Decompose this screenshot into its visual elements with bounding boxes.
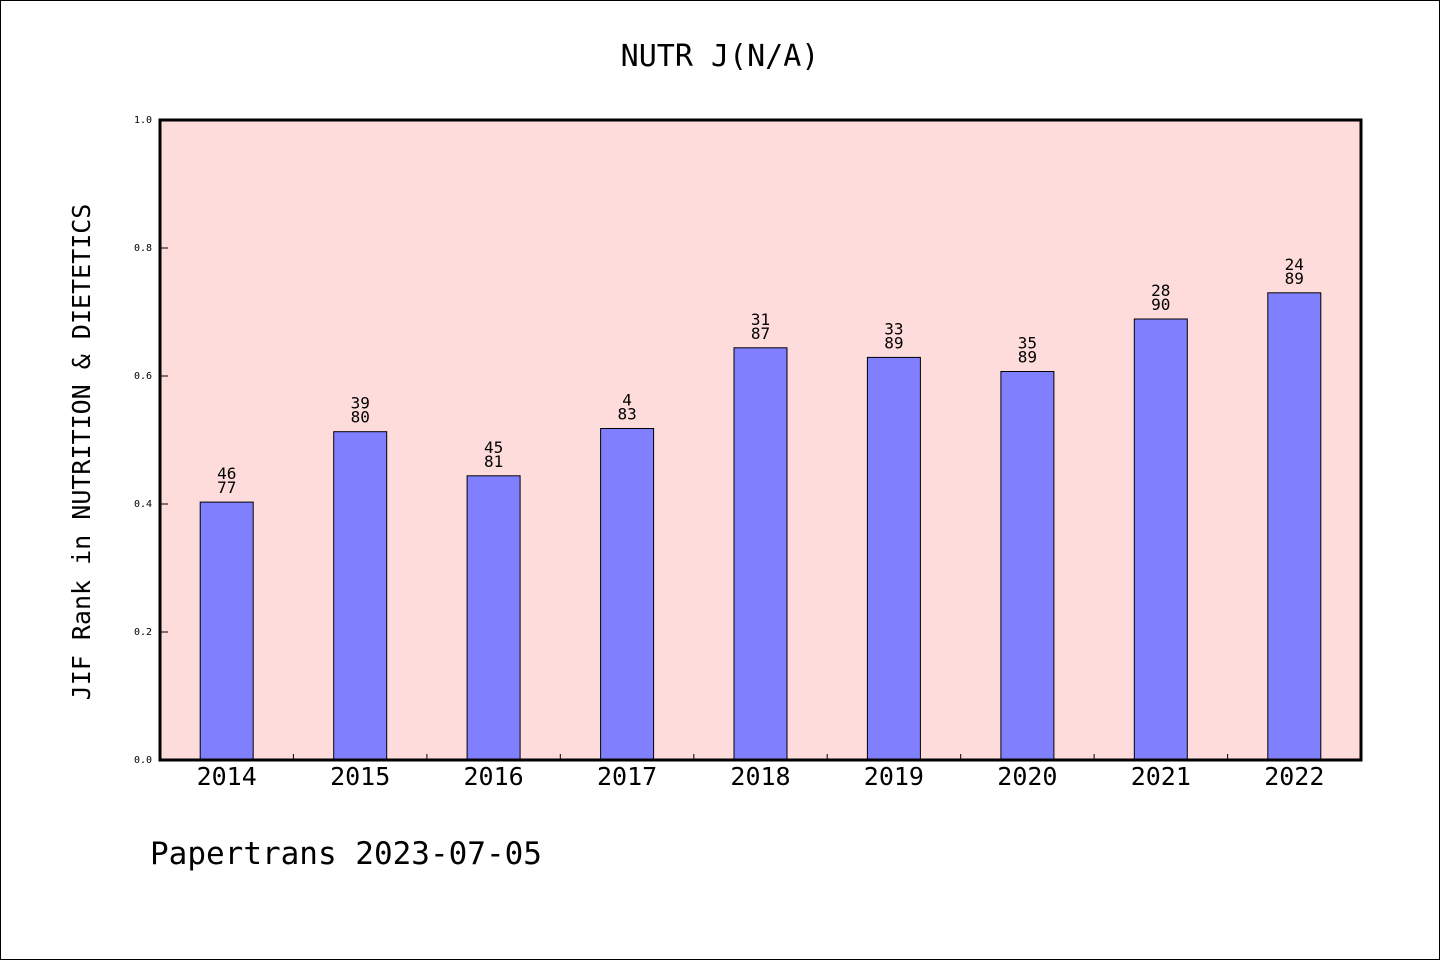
bar-label-rank-2019: 33 (884, 319, 903, 338)
x-tick-label-2015: 2015 (330, 762, 390, 791)
bar-2018 (733, 347, 788, 761)
y-tick-label-3: 0.6 (134, 371, 152, 382)
bar-label-rank-2017: 4 (622, 391, 632, 410)
x-axis: 2014 2015 2016 2017 2018 2019 2020 2021 2022 (197, 754, 1324, 791)
x-tick-label-2016: 2016 (463, 762, 523, 791)
bar-label-total-2021: 90 (1151, 295, 1170, 314)
bar-2021 (1133, 318, 1188, 761)
bar-label-total-2019: 89 (884, 333, 903, 352)
bar-2020 (1000, 371, 1055, 761)
bar-2015 (333, 431, 388, 761)
x-tick-label-2018: 2018 (730, 762, 790, 791)
bar-label-total-2022: 89 (1285, 269, 1304, 288)
bar-label-total-2015: 80 (351, 408, 370, 427)
bar-label-total-2017: 83 (617, 405, 636, 424)
x-tick-label-2020: 2020 (997, 762, 1057, 791)
bar-label-rank-2022: 24 (1285, 255, 1304, 274)
y-axis-label: JIF Rank in NUTRITION & DIETETICS (67, 204, 96, 701)
bar-2016 (466, 475, 521, 761)
bar-label-rank-2018: 31 (751, 310, 770, 329)
y-tick-label-4: 0.8 (134, 243, 152, 254)
bar-2014 (199, 501, 254, 761)
y-tick-label-1: 0.2 (134, 627, 152, 638)
bar-2022 (1267, 292, 1322, 761)
bar-label-rank-2016: 45 (484, 438, 503, 457)
y-axis: 0.0 0.2 0.4 0.6 0.8 1.0 (134, 115, 168, 766)
bar-label-total-2020: 89 (1018, 348, 1037, 367)
bar-label-total-2018: 87 (751, 324, 770, 343)
bar-label-rank-2021: 28 (1151, 281, 1170, 300)
bar-2017 (600, 428, 655, 761)
bar-label-rank-2015: 39 (351, 394, 370, 413)
bar-label-rank-2020: 35 (1018, 334, 1037, 353)
y-tick-label-2: 0.4 (134, 499, 152, 510)
x-tick-label-2014: 2014 (197, 762, 257, 791)
y-tick-label-0: 0.0 (134, 755, 152, 766)
y-tick-label-5: 1.0 (134, 115, 152, 126)
x-tick-label-2019: 2019 (864, 762, 924, 791)
bar-label-rank-2014: 46 (217, 464, 236, 483)
x-tick-label-2017: 2017 (597, 762, 657, 791)
bar-2019 (866, 356, 921, 761)
bar-label-total-2016: 81 (484, 452, 503, 471)
chart-title: NUTR J(N/A) (621, 39, 820, 74)
plot-border (158, 118, 1363, 762)
bar-label-total-2014: 77 (217, 478, 236, 497)
footer-credit: Papertrans 2023-07-05 (150, 836, 542, 872)
x-tick-label-2021: 2021 (1131, 762, 1191, 791)
x-tick-label-2022: 2022 (1264, 762, 1324, 791)
